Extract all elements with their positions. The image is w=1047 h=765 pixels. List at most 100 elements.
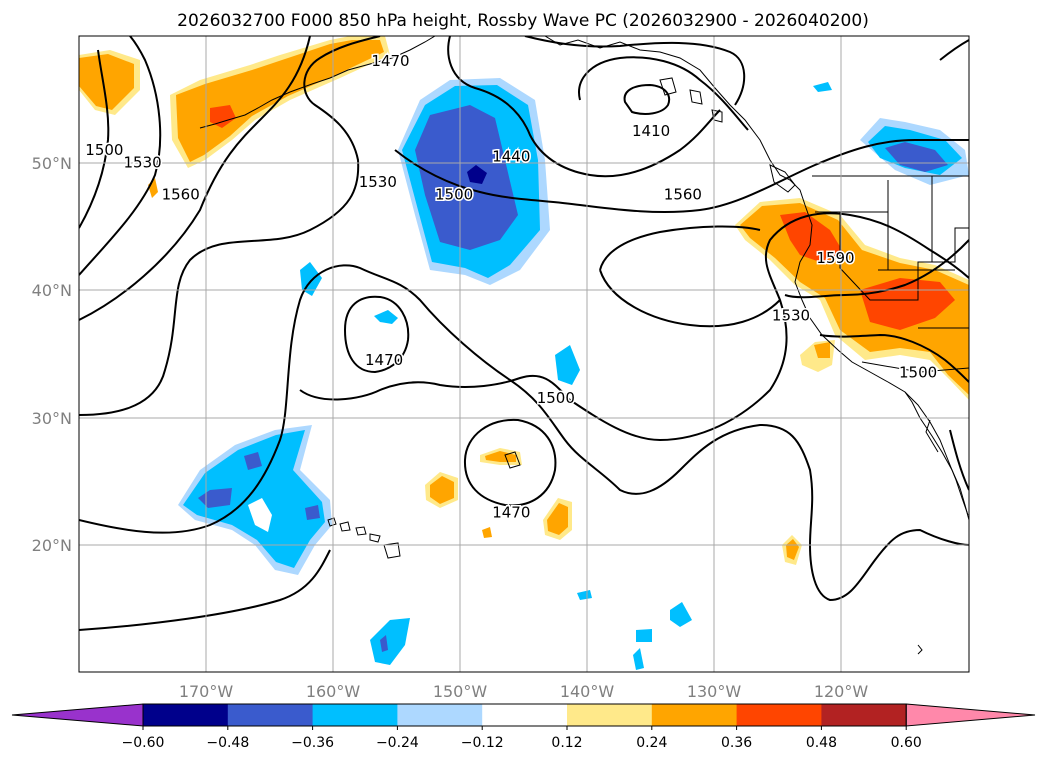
island-dot-2 bbox=[917, 644, 923, 655]
negative-blob-6 bbox=[813, 82, 832, 92]
height-contour bbox=[79, 264, 969, 602]
height-contour bbox=[939, 39, 969, 61]
positive-region-westcoast-inner bbox=[780, 212, 845, 262]
hawaiian-islands bbox=[327, 517, 401, 559]
lat-tick-label: 20°N bbox=[32, 536, 72, 555]
colorbar-extend-max bbox=[905, 703, 1036, 727]
contour-labels: 1500153015601530150014401410156015901530… bbox=[84, 50, 939, 523]
mexico-border bbox=[861, 361, 969, 373]
colorbar-tick-label: −0.12 bbox=[461, 735, 504, 751]
height-contour bbox=[79, 549, 331, 631]
lon-axis: 170°W 160°W 150°W 140°W 130°W 120°W bbox=[179, 682, 869, 701]
colorbar-tick-label: 0.24 bbox=[636, 735, 667, 751]
height-contour bbox=[79, 49, 110, 229]
contour-label: 1500 bbox=[435, 186, 473, 204]
lat-tick-label: 50°N bbox=[32, 154, 72, 173]
contour-label: 1500 bbox=[537, 389, 575, 407]
contour-label: 1500 bbox=[85, 141, 123, 159]
baja-california bbox=[904, 391, 969, 521]
height-contour bbox=[79, 36, 381, 416]
contour-label: 1500 bbox=[899, 364, 937, 382]
height-contour bbox=[819, 333, 969, 383]
vancouver-island bbox=[769, 164, 796, 193]
height-contour bbox=[623, 83, 670, 115]
negative-region-west-inner3 bbox=[305, 505, 320, 520]
colorbar-bin bbox=[227, 704, 314, 726]
shading-layer bbox=[79, 36, 969, 670]
contour-label: 1410 bbox=[632, 122, 670, 140]
positive-blob-4-core bbox=[786, 539, 799, 560]
colorbar-tick-label: −0.48 bbox=[206, 735, 249, 751]
colorbar: −0.60 −0.48 −0.36 −0.24 −0.12 0.12 0.24 0.36 0.4… bbox=[11, 703, 1036, 751]
contour-label: 1530 bbox=[124, 154, 162, 172]
bc-us-coast bbox=[794, 204, 969, 516]
contour-label: 1530 bbox=[772, 306, 810, 324]
colorbar-bin bbox=[567, 704, 653, 726]
height-contour bbox=[524, 36, 746, 106]
coastline-layer bbox=[199, 36, 969, 655]
colorbar-tick-label: −0.24 bbox=[376, 735, 419, 751]
colorbar-bin bbox=[736, 704, 822, 726]
chart-title: 2026032700 F000 850 hPa height, Rossby W… bbox=[177, 11, 869, 31]
us-state-borders bbox=[815, 176, 969, 329]
contour-label: 1530 bbox=[359, 173, 397, 191]
height-contour bbox=[447, 36, 721, 178]
height-contour bbox=[463, 418, 557, 507]
height-contour bbox=[343, 295, 410, 374]
positive-region-aleutian-core bbox=[176, 40, 384, 162]
height-contour bbox=[79, 36, 311, 321]
negative-region-canada-inner bbox=[885, 142, 948, 172]
island-dot-1 bbox=[504, 451, 521, 469]
lat-tick-label: 40°N bbox=[32, 281, 72, 300]
height-contour bbox=[79, 36, 162, 276]
lon-tick-label: 130°W bbox=[687, 682, 742, 701]
colorbar-bin bbox=[482, 704, 568, 726]
colorbar-outline bbox=[142, 703, 907, 727]
colorbar-tick-label: 0.12 bbox=[551, 735, 582, 751]
lon-tick-label: 170°W bbox=[179, 682, 234, 701]
negative-region-central-max bbox=[467, 165, 487, 184]
positive-blob-3-core bbox=[547, 503, 568, 535]
negative-blob-9 bbox=[577, 590, 592, 600]
negative-region-central-inner bbox=[415, 105, 518, 250]
aleutian-islands bbox=[199, 36, 436, 129]
positive-blob-5-core bbox=[814, 342, 830, 358]
lat-tick-label: 30°N bbox=[32, 409, 72, 428]
plot-frame bbox=[78, 35, 970, 673]
contour-label: 1470 bbox=[365, 351, 403, 369]
contour-label: 1440 bbox=[492, 147, 530, 165]
colorbar-tick-label: 0.36 bbox=[721, 735, 752, 751]
gridlines bbox=[79, 36, 969, 672]
contour-label: 1590 bbox=[816, 249, 854, 267]
negative-blob-7 bbox=[636, 629, 652, 642]
colorbar-tick-label: 0.60 bbox=[891, 735, 922, 751]
negative-blob-4 bbox=[670, 602, 692, 627]
colorbar-bin bbox=[651, 704, 738, 726]
lon-tick-label: 160°W bbox=[306, 682, 361, 701]
negative-blob-8 bbox=[633, 648, 644, 670]
lon-tick-label: 140°W bbox=[560, 682, 615, 701]
height-contour bbox=[578, 56, 749, 131]
height-contour bbox=[394, 139, 969, 214]
negative-region-west-core bbox=[183, 430, 325, 568]
positive-region-westcoast-core bbox=[740, 203, 969, 395]
colorbar-tick-label: 0.48 bbox=[806, 735, 837, 751]
colorbar-tick-label: −0.60 bbox=[122, 735, 165, 751]
negative-region-west-inner2 bbox=[244, 452, 262, 470]
negative-region-west-hole bbox=[248, 498, 272, 532]
height-contour bbox=[599, 225, 781, 328]
positive-blob-7 bbox=[482, 527, 492, 538]
colorbar-bin bbox=[143, 704, 229, 726]
contour-label: 1470 bbox=[492, 504, 530, 522]
contour-label: 1470 bbox=[371, 52, 409, 70]
lon-tick-label: 120°W bbox=[814, 682, 869, 701]
colorbar-bin bbox=[397, 704, 483, 726]
height-contour bbox=[784, 239, 969, 299]
positive-region-dateline-core bbox=[79, 54, 134, 110]
negative-blob-2 bbox=[555, 345, 580, 385]
contour-label: 1560 bbox=[162, 186, 200, 204]
negative-blob-3 bbox=[370, 618, 410, 665]
colorbar-extend-min bbox=[11, 703, 144, 727]
negative-blob-3-inner bbox=[380, 635, 388, 652]
